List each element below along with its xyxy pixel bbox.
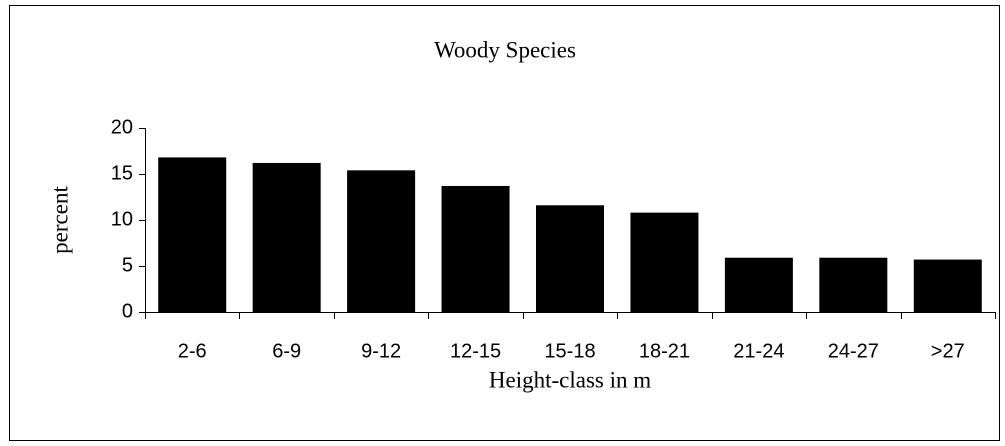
- y-tick-label: 5: [122, 254, 133, 276]
- x-tick-label: 21-24: [733, 340, 784, 362]
- x-tick-label: 18-21: [639, 340, 690, 362]
- chart-title: Woody Species: [434, 37, 576, 62]
- bar: [347, 170, 416, 312]
- bar: [158, 157, 227, 312]
- y-tick-label: 20: [111, 116, 133, 138]
- bar: [630, 212, 699, 312]
- y-tick-label: 0: [122, 300, 133, 322]
- x-tick-label: 2-6: [178, 340, 207, 362]
- x-axis-label: Height-class in m: [489, 367, 651, 392]
- bar: [913, 259, 982, 312]
- x-tick-label: 9-12: [361, 340, 401, 362]
- x-tick-label: >27: [931, 340, 965, 362]
- y-tick-label: 15: [111, 162, 133, 184]
- y-tick-label: 10: [111, 208, 133, 230]
- bar: [819, 257, 888, 312]
- x-tick-label: 24-27: [828, 340, 879, 362]
- bar: [441, 185, 510, 312]
- bar: [724, 257, 793, 312]
- x-tick-label: 12-15: [450, 340, 501, 362]
- x-tick-label: 6-9: [272, 340, 301, 362]
- y-axis-label: percent: [47, 186, 72, 254]
- bar: [536, 205, 604, 312]
- x-tick-label: 15-18: [544, 340, 595, 362]
- bar: [252, 162, 321, 312]
